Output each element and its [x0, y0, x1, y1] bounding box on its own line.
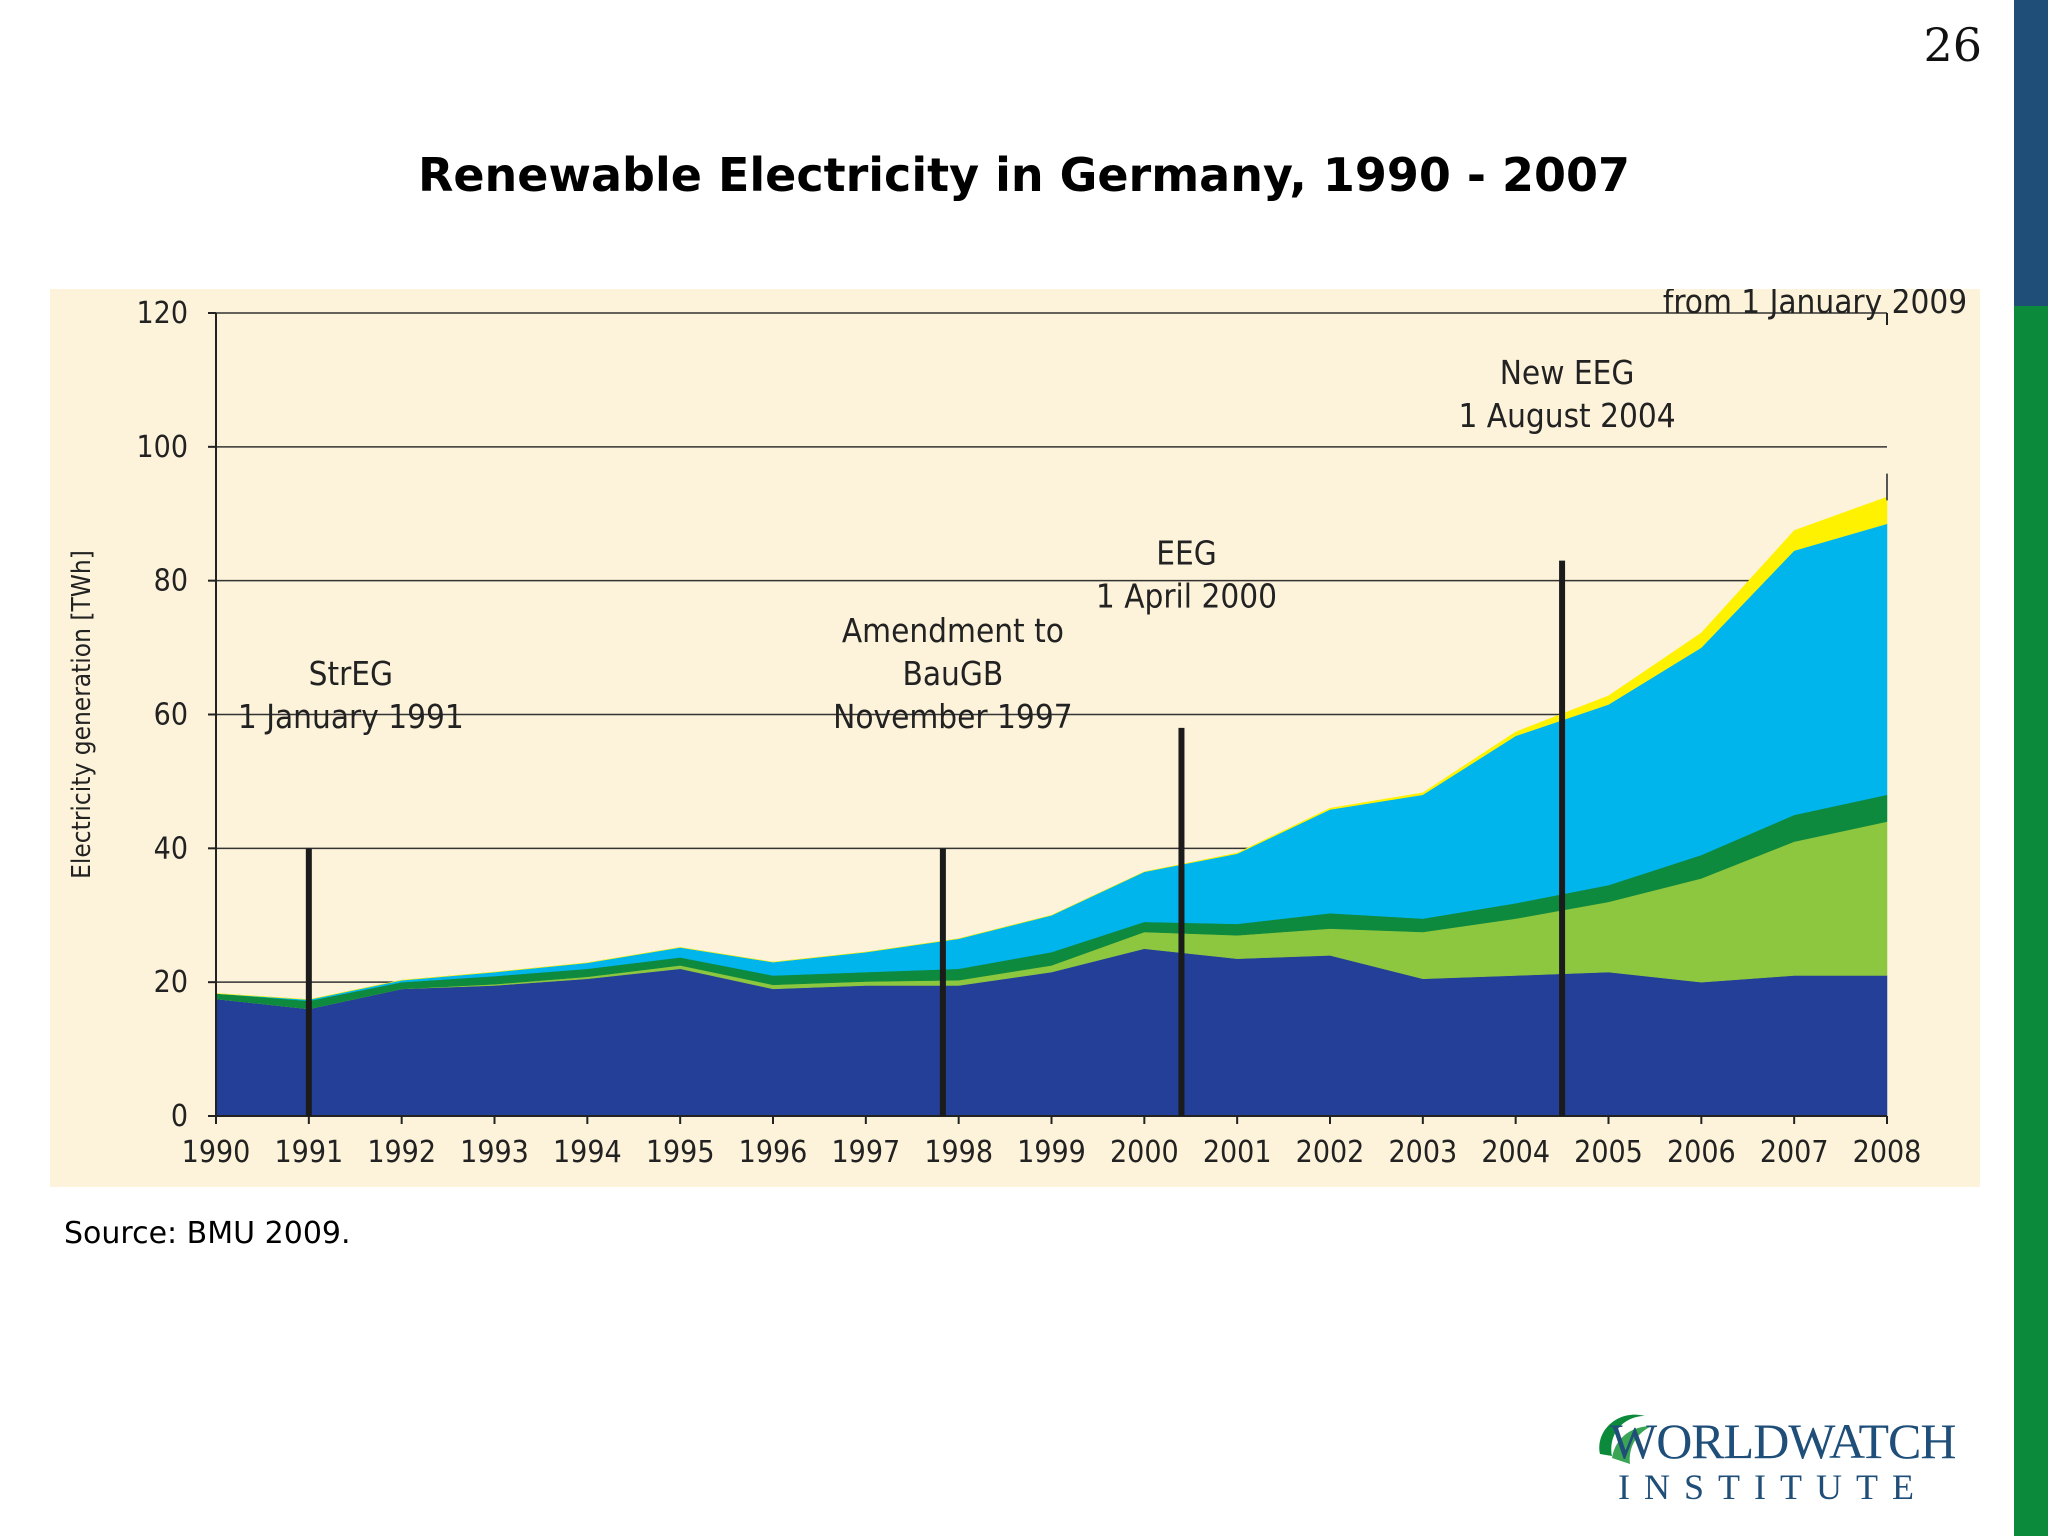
- x-tick-label: 1992: [367, 1135, 436, 1170]
- x-tick-label: 1993: [460, 1135, 529, 1170]
- annotation-label: 1 January 1991: [238, 697, 464, 736]
- accent-bar-top: [2014, 0, 2048, 306]
- x-tick-label: 2001: [1203, 1135, 1272, 1170]
- x-tick-label: 2003: [1388, 1135, 1457, 1170]
- annotation-label: November 1997: [833, 697, 1072, 736]
- logo-subtitle: INSTITUTE: [1618, 1467, 1928, 1507]
- x-tick-label: 1994: [553, 1135, 622, 1170]
- x-tick-label: 2004: [1481, 1135, 1550, 1170]
- worldwatch-logo: WORLDWATCH INSTITUTE: [1582, 1396, 1957, 1512]
- area-photovoltaics: [215, 496, 1888, 1000]
- x-tick-label: 2008: [1853, 1135, 1922, 1170]
- annotation-label: StrEG: [309, 654, 393, 693]
- y-tick-label: 0: [171, 1099, 188, 1134]
- annotation-label: BauGB: [903, 654, 1004, 693]
- accent-bar-bottom: [2014, 306, 2048, 1536]
- x-tick-label: 2007: [1760, 1135, 1829, 1170]
- x-tick-label: 2006: [1667, 1135, 1736, 1170]
- chart-labels: StrEG 1 January 1991 Amendment to BauGB Nove…: [238, 289, 1967, 736]
- y-tick-label: 120: [136, 296, 188, 331]
- globe-swirl-icon: [1599, 1414, 1652, 1464]
- x-tick-label: 1996: [739, 1135, 808, 1170]
- y-tick-label: 100: [136, 430, 188, 465]
- x-tick-label: 1999: [1017, 1135, 1086, 1170]
- y-axis-label: Electricity generation [TWh]: [67, 550, 97, 879]
- x-tick-label: 2005: [1574, 1135, 1643, 1170]
- x-tick-label: 2002: [1296, 1135, 1365, 1170]
- x-tick-label: 1998: [924, 1135, 993, 1170]
- annotation-label: 1 August 2004: [1458, 396, 1675, 435]
- annotation-label: from 1 January 2009: [1663, 289, 1967, 321]
- y-tick-label: 40: [154, 831, 188, 866]
- annotation-label: EEG: [1156, 533, 1217, 572]
- x-tick-label: 1995: [646, 1135, 715, 1170]
- y-tick-label: 20: [154, 965, 188, 1000]
- axes: 0 20 40 60 80 100 120 1990 1991 1992 1993 1994 1995 1…: [67, 296, 1921, 1170]
- source-note: Source: BMU 2009.: [64, 1216, 351, 1251]
- area-series: [215, 496, 1888, 1117]
- x-tick-label: 2000: [1110, 1135, 1179, 1170]
- y-tick-label: 80: [154, 564, 188, 599]
- x-tick-label: 1990: [182, 1135, 251, 1170]
- y-tick-label: 60: [154, 698, 188, 733]
- annotation-label: Amendment to: [842, 611, 1064, 650]
- slide-title: Renewable Electricity in Germany, 1990 -…: [417, 148, 1631, 202]
- x-tick-label: 1997: [831, 1135, 900, 1170]
- annotation-label: New EEG: [1500, 353, 1635, 392]
- x-tick-label: 1991: [274, 1135, 343, 1170]
- page-number: 26: [1923, 18, 1982, 72]
- policy-markers: [305, 473, 1888, 1116]
- area-chart: 0 20 40 60 80 100 120 1990 1991 1992 1993 1994 1995 1…: [50, 289, 1980, 1187]
- logo-wordmark: WORLDWATCH: [1610, 1413, 1957, 1469]
- annotation-label: 1 April 2000: [1096, 576, 1277, 615]
